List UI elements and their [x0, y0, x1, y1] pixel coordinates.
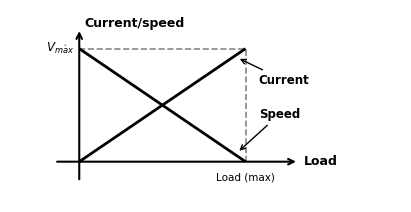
Text: Current/speed: Current/speed	[84, 17, 185, 30]
Text: Load (max): Load (max)	[216, 173, 275, 183]
Text: $V_{m\acute{a}x}$: $V_{m\acute{a}x}$	[46, 41, 74, 56]
Text: Load: Load	[304, 155, 337, 168]
Text: Current: Current	[241, 59, 309, 87]
Text: Speed: Speed	[240, 108, 300, 150]
